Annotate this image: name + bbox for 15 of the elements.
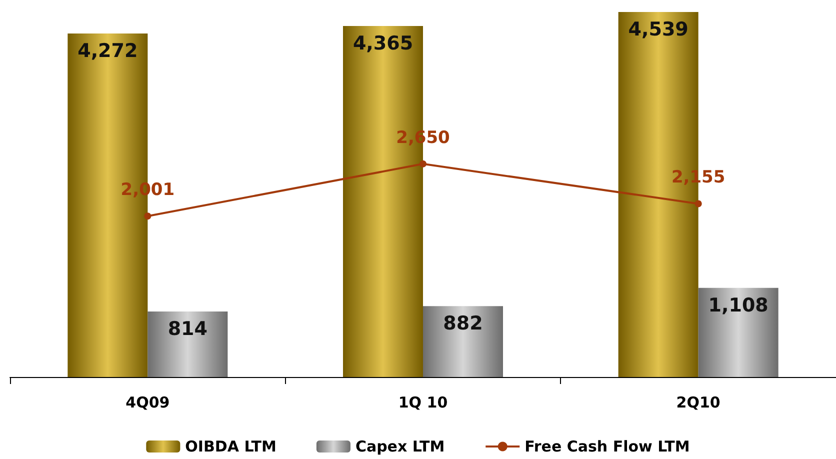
x-tick-label: 2Q10 — [676, 394, 720, 412]
legend-label: Free Cash Flow LTM — [524, 438, 690, 456]
bar — [148, 312, 228, 377]
bar — [698, 288, 778, 377]
data-label: 4,365 — [352, 32, 414, 54]
x-tick-label: 4Q09 — [126, 394, 170, 412]
data-label: 882 — [443, 312, 483, 335]
data-label: 4,272 — [78, 40, 138, 62]
x-tick-label: 1Q 10 — [398, 394, 448, 412]
legend-label: Capex LTM — [355, 438, 445, 456]
data-label: 4,539 — [628, 18, 688, 40]
data-label: 814 — [168, 318, 208, 340]
legend-label: OIBDA LTM — [185, 438, 276, 456]
data-label: 1,108 — [708, 294, 768, 316]
bar — [423, 306, 503, 377]
